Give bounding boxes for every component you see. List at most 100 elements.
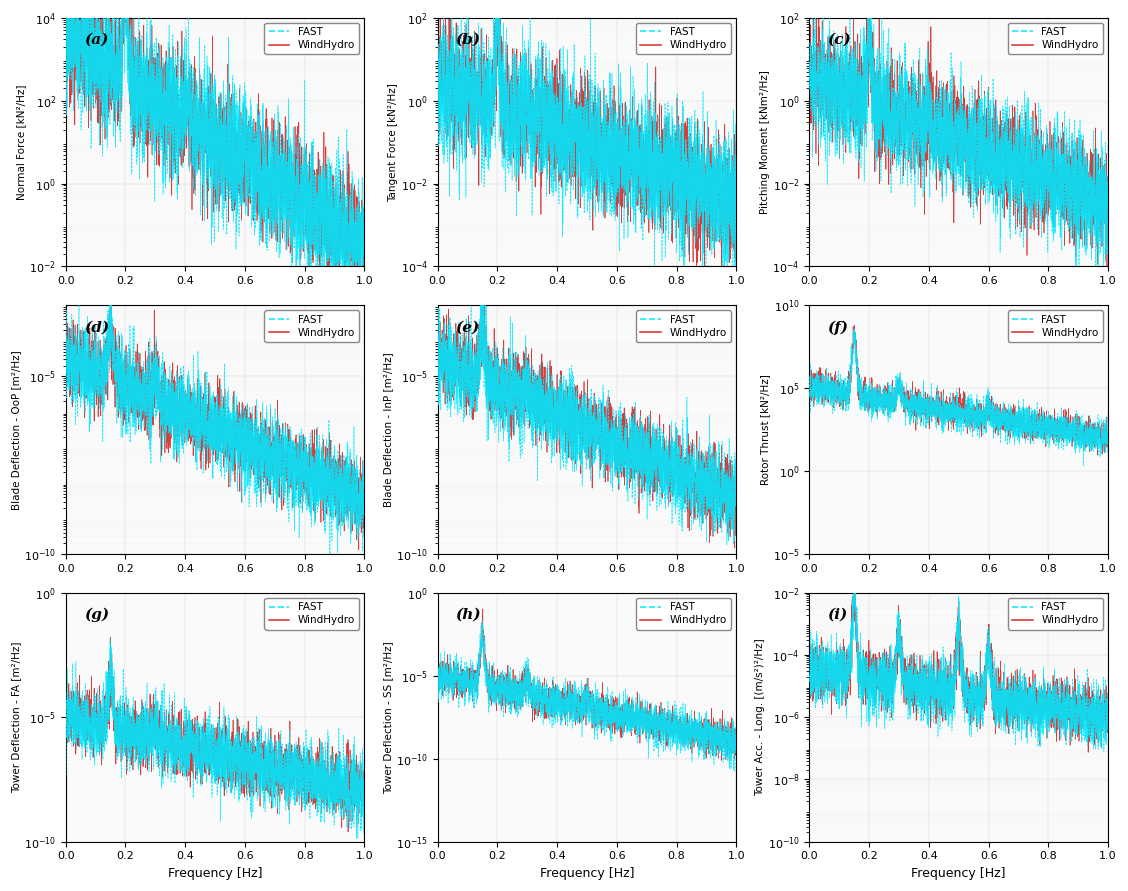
FAST [111,20,124,31]
Legend: FAST, WindHydro: FAST, WindHydro [264,310,359,342]
WindHydro [931,127,944,138]
WindHydro [490,0,503,3]
WindHydro [803,686,817,697]
WindHydro [855,51,869,61]
Line: FAST: FAST [810,329,1108,466]
WindHydro [186,151,200,161]
WindHydro [546,127,559,138]
FAST [105,282,118,293]
FAST [94,380,107,391]
WindHydro [465,390,478,401]
WindHydro [319,443,333,454]
FAST [730,218,743,229]
FAST [465,668,478,679]
FAST [358,790,371,801]
Text: (h): (h) [456,608,482,622]
Line: WindHydro: WindHydro [438,298,737,548]
FAST [352,801,365,812]
FAST [730,729,743,740]
WindHydro [104,632,117,642]
WindHydro [476,292,490,303]
WindHydro [174,403,187,413]
Legend: FAST, WindHydro: FAST, WindHydro [636,310,731,342]
WindHydro [855,685,869,696]
FAST [917,668,931,679]
WindHydro [174,111,187,122]
WindHydro [187,723,201,734]
FAST [1098,746,1111,756]
Text: (a): (a) [83,33,108,46]
FAST [358,514,371,525]
FAST [104,634,117,645]
Y-axis label: Blade Deflection - OoP [m²/Hz]: Blade Deflection - OoP [m²/Hz] [11,350,21,510]
FAST [323,554,336,565]
Line: FAST: FAST [67,288,364,560]
Legend: FAST, WindHydro: FAST, WindHydro [1008,310,1103,342]
Legend: FAST, WindHydro: FAST, WindHydro [1008,598,1103,630]
WindHydro [94,335,107,346]
WindHydro [352,544,365,555]
WindHydro [714,756,728,766]
Text: (c): (c) [827,33,851,46]
FAST [465,405,478,416]
WindHydro [1064,190,1077,200]
Text: (g): (g) [83,608,108,622]
FAST [855,394,869,405]
FAST [1101,187,1114,198]
FAST [465,90,478,101]
WindHydro [465,680,478,691]
WindHydro [691,737,705,748]
Y-axis label: Tangent Force [kN²/Hz]: Tangent Force [kN²/Hz] [388,83,398,201]
WindHydro [546,711,559,722]
FAST [728,297,741,307]
WindHydro [728,543,741,553]
WindHydro [111,719,124,730]
WindHydro [1095,435,1109,446]
FAST [847,323,861,334]
FAST [730,514,743,525]
WindHydro [855,395,869,405]
FAST [483,70,496,81]
WindHydro [837,661,851,672]
WindHydro [60,710,73,721]
WindHydro [917,95,931,106]
FAST [60,0,73,3]
Legend: FAST, WindHydro: FAST, WindHydro [636,23,731,54]
Y-axis label: Tower Deflection - SS [m²/Hz]: Tower Deflection - SS [m²/Hz] [382,641,393,794]
FAST [558,409,572,420]
WindHydro [847,572,861,583]
FAST [803,669,817,680]
WindHydro [356,297,370,307]
WindHydro [104,291,117,302]
FAST [931,405,944,416]
FAST [111,720,124,731]
WindHydro [111,59,124,69]
Line: FAST: FAST [810,0,1108,302]
Y-axis label: Blade Deflection - InP [m²/Hz]: Blade Deflection - InP [m²/Hz] [382,352,393,507]
WindHydro [724,748,738,758]
FAST [558,699,572,710]
FAST [837,394,851,405]
Y-axis label: Normal Force [kN²/Hz]: Normal Force [kN²/Hz] [16,85,26,200]
Text: (f): (f) [827,320,848,335]
WindHydro [837,69,851,79]
FAST [546,685,559,696]
WindHydro [1082,747,1095,757]
Line: FAST: FAST [67,0,364,325]
X-axis label: Frequency [Hz]: Frequency [Hz] [911,867,1006,880]
WindHydro [352,242,365,253]
FAST [1064,435,1077,446]
WindHydro [483,81,496,92]
FAST [174,364,187,374]
Line: FAST: FAST [438,620,737,771]
FAST [94,718,107,729]
FAST [546,107,559,118]
WindHydro [431,359,444,370]
FAST [803,372,817,382]
WindHydro [431,666,444,676]
WindHydro [483,360,496,371]
FAST [720,539,733,550]
WindHydro [1091,450,1104,461]
FAST [358,283,371,294]
WindHydro [691,446,705,457]
